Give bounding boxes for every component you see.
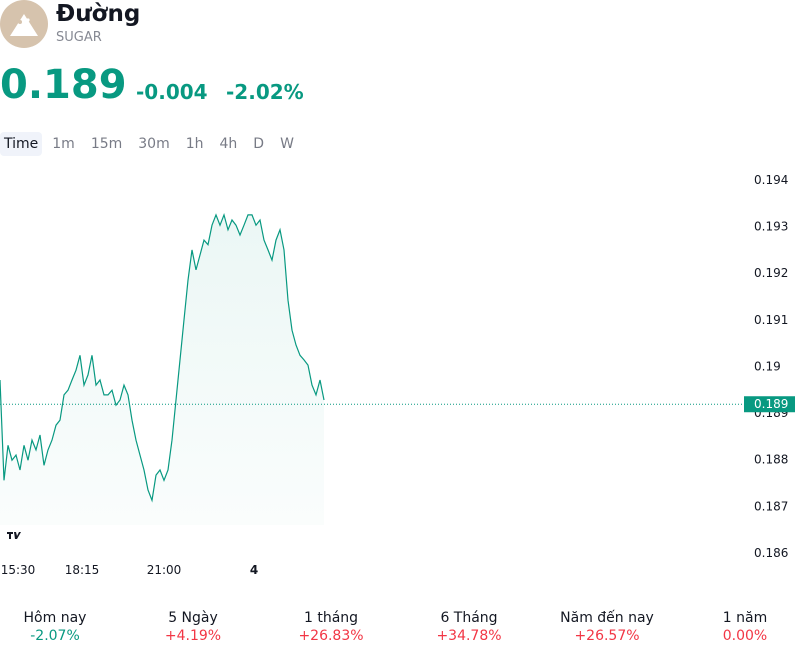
period-label: 1 năm: [722, 610, 768, 626]
interval-tab[interactable]: 15m: [90, 136, 123, 152]
x-tick-label: 15:30: [1, 563, 36, 577]
performance-item: Hôm nay -2.07%: [0, 610, 110, 644]
period-change: -2.07%: [30, 628, 80, 644]
symbol-name: Đường: [56, 1, 141, 27]
performance-item: Năm đến nay +26.57%: [552, 610, 662, 644]
symbol-code: SUGAR: [56, 30, 102, 45]
y-tick-label: 0.19: [754, 359, 781, 373]
performance-item: 1 năm 0.00%: [690, 610, 800, 644]
tv-logo: [1, 523, 27, 549]
chart: 0.186 0.187 0.188 0.189 0.19 0.191 0.192 0.193 0…: [0, 173, 795, 577]
last-price-label: 0.189: [754, 397, 788, 411]
interval-tab[interactable]: W: [280, 136, 294, 152]
price-change-pct: -2.02%: [226, 80, 304, 104]
y-tick-label: 0.187: [754, 499, 788, 513]
interval-tab[interactable]: 4h: [219, 136, 238, 152]
period-change: 0.00%: [722, 628, 768, 644]
y-tick-label: 0.193: [754, 220, 788, 234]
area: [0, 214, 324, 525]
y-tick-label: 0.194: [754, 173, 788, 187]
last-price-box: [744, 396, 795, 413]
performance-item: 5 Ngày +4.19%: [138, 610, 248, 644]
y-tick-label: 0.191: [754, 313, 788, 327]
performance-item: 6 Tháng +34.78%: [414, 610, 524, 644]
period-label: 1 tháng: [303, 610, 359, 626]
performance-item: 1 tháng +26.83%: [276, 610, 386, 644]
period-label: Năm đến nay: [560, 610, 654, 626]
interval-tabs: Time 1m 15m 30m 1h 4h D W: [0, 132, 300, 156]
y-tick-label: 0.192: [754, 266, 788, 280]
x-tick-label: 4: [250, 563, 258, 577]
period-change: +26.57%: [574, 628, 640, 644]
period-label: 5 Ngày: [168, 610, 218, 626]
performance: Hôm nay -2.07% 5 Ngày +4.19% 1 tháng +26.83% 6…: [0, 610, 800, 644]
interval-tab[interactable]: Time: [0, 132, 43, 156]
period-change: +34.78%: [436, 628, 502, 644]
period-label: 6 Tháng: [440, 610, 498, 626]
period-change: +26.83%: [298, 628, 364, 644]
price-change: -0.004: [136, 80, 208, 104]
y-tick-label: 0.186: [754, 546, 788, 560]
interval-tab[interactable]: 1h: [185, 136, 204, 152]
interval-tab[interactable]: 1m: [52, 136, 75, 152]
period-change: +4.19%: [164, 628, 222, 644]
x-tick-label: 18:15: [65, 563, 100, 577]
interval-tab[interactable]: D: [253, 136, 265, 152]
y-tick-label: 0.188: [754, 453, 788, 467]
price-line: [0, 212, 325, 503]
x-tick-label: 21:00: [147, 563, 182, 577]
interval-tab[interactable]: 30m: [138, 136, 170, 152]
symbol-icon: [0, 0, 48, 48]
period-label: Hôm nay: [23, 610, 87, 626]
price: 0.189: [0, 62, 127, 108]
